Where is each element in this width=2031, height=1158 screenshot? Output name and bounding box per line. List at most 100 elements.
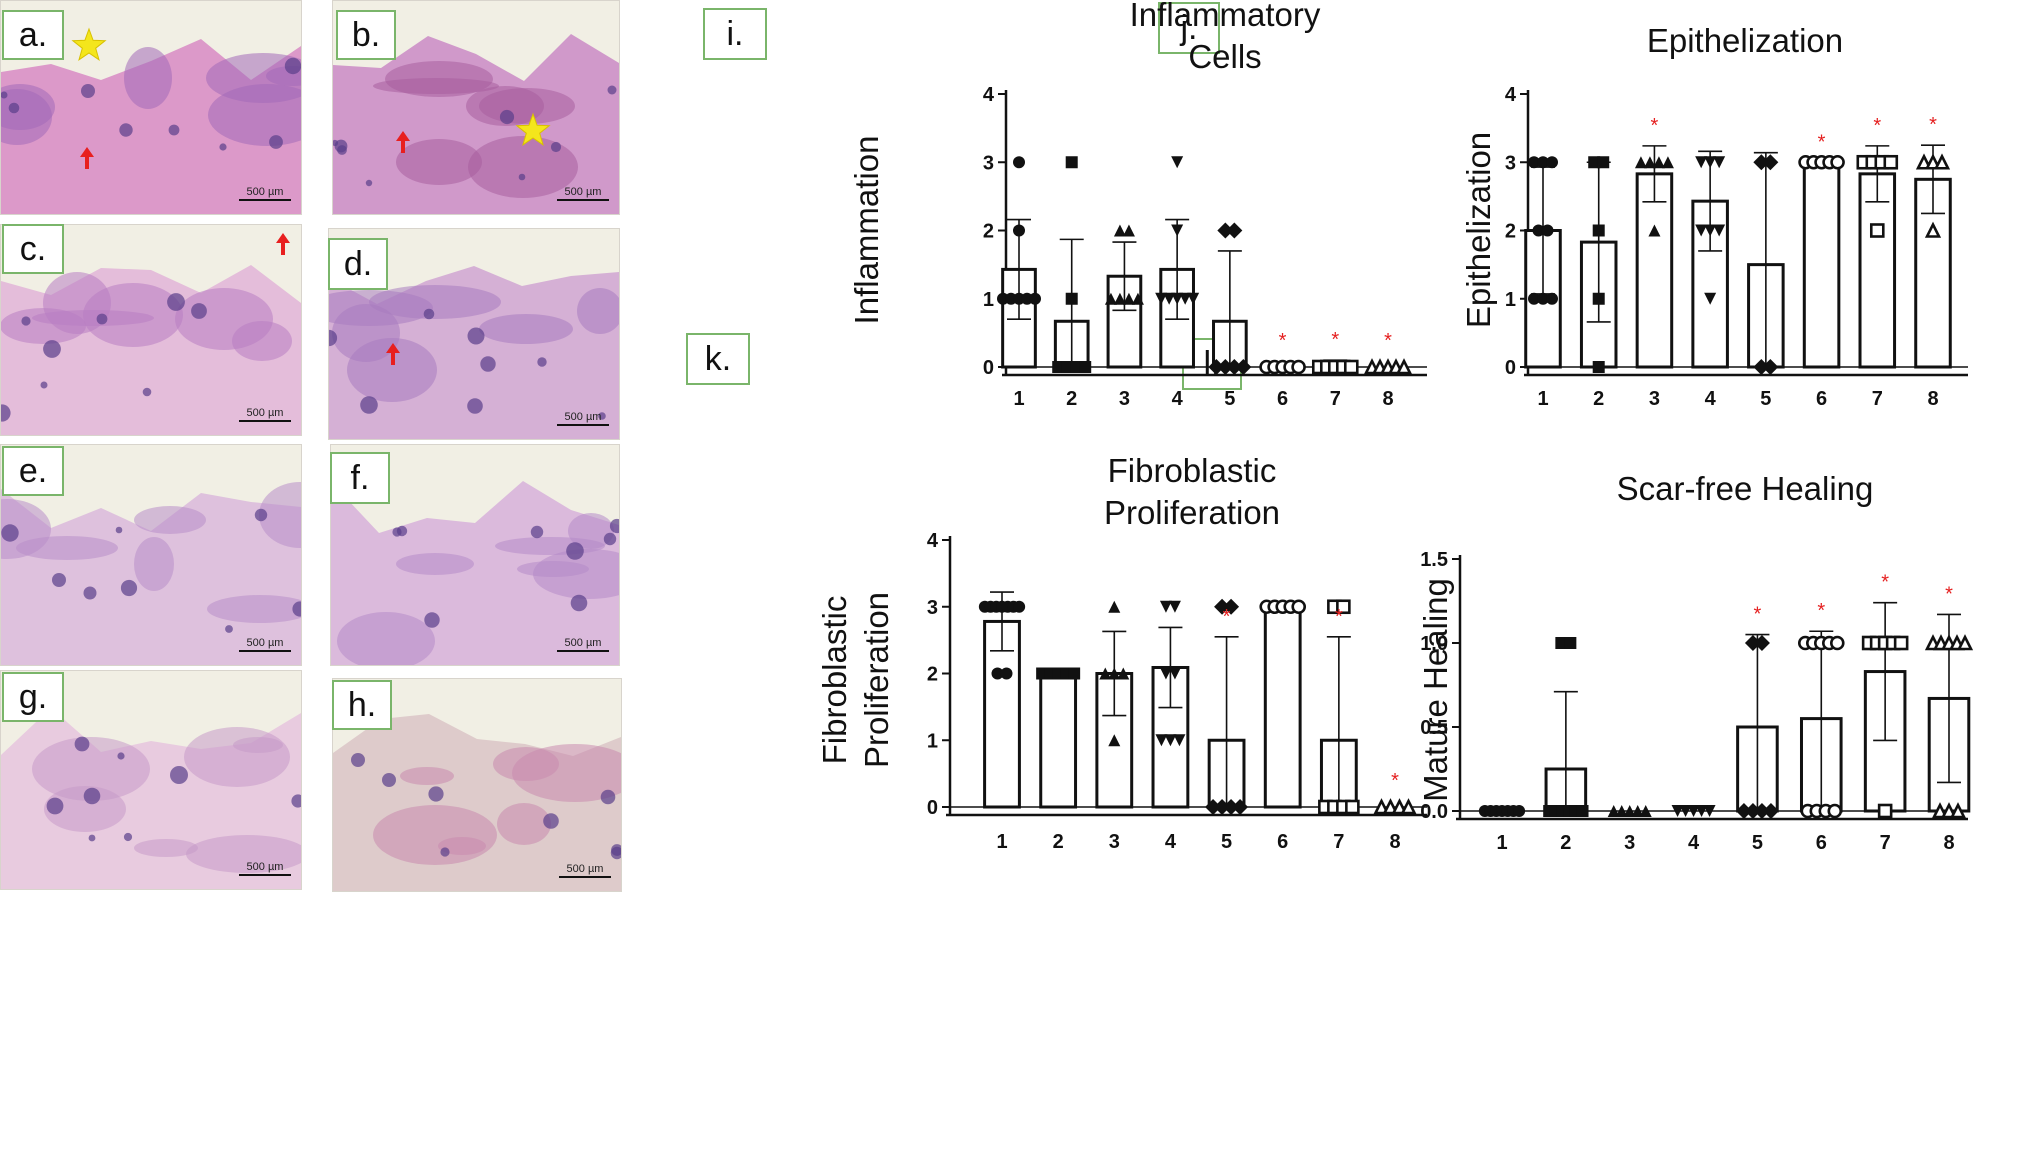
cell-cluster: [607, 85, 617, 95]
tissue-structure: [396, 553, 474, 575]
data-point: [1762, 803, 1779, 819]
x-tick-label: 7: [1330, 388, 1341, 410]
chart-title: Fibroblastic: [1108, 452, 1277, 489]
data-point: [1546, 156, 1558, 169]
tissue-structure: [208, 84, 301, 146]
histology-panel-a: 500 µm: [0, 0, 302, 215]
data-point: [1564, 637, 1577, 649]
chart-title: Scar-free Healing: [1617, 470, 1874, 507]
data-point: [1108, 734, 1121, 747]
data-point: [1661, 156, 1674, 169]
cell-cluster: [1, 91, 8, 99]
x-tick-label: 6: [1277, 831, 1288, 853]
cell-cluster: [123, 832, 133, 842]
tissue-structure: [1, 499, 51, 559]
tissue-structure: [259, 482, 301, 548]
x-tick-label: 7: [1333, 831, 1344, 853]
tissue-structure: [83, 283, 183, 347]
data-point: [1214, 598, 1231, 615]
data-point: [1291, 359, 1306, 375]
cell-cluster: [117, 752, 125, 760]
cell-cluster: [96, 313, 108, 325]
cell-cluster: [550, 141, 562, 153]
data-point: [1214, 799, 1231, 815]
data-point: [1400, 798, 1417, 815]
cell-cluster: [467, 398, 483, 414]
y-axis-label-line: Fibroblastic: [816, 596, 853, 765]
red-arrow-icon: [396, 131, 410, 153]
y-axis-label: Epithelization: [1460, 132, 1497, 328]
data-point: [1576, 805, 1589, 817]
cell-cluster: [598, 412, 606, 420]
data-point: [1164, 734, 1177, 747]
significance-marker: *: [1331, 329, 1339, 351]
x-tick-label: 3: [1119, 388, 1130, 410]
data-point: [1226, 359, 1243, 375]
data-point: [1131, 292, 1144, 305]
data-point: [1000, 667, 1013, 680]
data-point: [1631, 805, 1644, 817]
data-point: [1634, 156, 1647, 169]
cell-cluster: [254, 508, 268, 522]
cell-cluster: [269, 135, 283, 149]
data-point: [1735, 803, 1752, 819]
y-axis-label: Inflammation: [848, 136, 885, 325]
tissue-structure: [385, 61, 493, 97]
data-point: [1679, 805, 1692, 817]
data-point: [1607, 805, 1620, 817]
data-point: [1924, 221, 1942, 238]
data-point: [1108, 667, 1121, 680]
cell-cluster: [440, 847, 450, 857]
x-tick-label: 2: [1560, 832, 1571, 854]
data-point: [1029, 292, 1041, 305]
data-point: [1395, 358, 1413, 375]
tissue-structure: [1, 84, 55, 130]
tissue-structure: [186, 835, 301, 873]
x-tick-label: 5: [1752, 832, 1763, 854]
x-tick-label: 8: [1382, 388, 1393, 410]
y-tick-label: 3: [927, 597, 938, 619]
chart-panel-label-i: i.: [703, 8, 767, 60]
y-tick-label: 0.0: [1420, 801, 1448, 823]
tissue-structure: [134, 506, 206, 534]
x-tick-label: 2: [1053, 831, 1064, 853]
data-point: [1528, 156, 1540, 169]
y-axis-label-line: Proliferation: [858, 592, 895, 768]
data-point: [1703, 805, 1716, 817]
data-point: [1291, 599, 1307, 615]
data-point: [1753, 803, 1770, 819]
x-tick-label: 3: [1649, 388, 1660, 410]
data-point: [1155, 292, 1168, 305]
data-point: [1065, 156, 1078, 169]
star-icon: [71, 27, 107, 61]
data-point: [1343, 359, 1359, 375]
tissue-structure: [337, 612, 435, 665]
cell-cluster: [1, 404, 11, 422]
data-point: [1079, 361, 1092, 373]
data-point: [1949, 802, 1967, 819]
tissue-structure: [466, 86, 544, 126]
y-tick-label: 0: [1505, 357, 1516, 379]
cell-cluster: [81, 84, 95, 98]
cell-cluster: [609, 518, 619, 534]
data-point: [1179, 292, 1192, 305]
x-tick-label: 8: [1389, 831, 1400, 853]
data-point: [1695, 224, 1708, 237]
panel-label-g: g.: [2, 672, 64, 722]
y-axis-label: Fibroblastic Proliferation: [816, 592, 895, 768]
data-point: [1217, 359, 1234, 375]
data-point: [1104, 292, 1117, 305]
data-point: [1753, 359, 1770, 375]
data-point: [1223, 598, 1240, 615]
x-tick-label: 8: [1927, 388, 1938, 410]
cell-cluster: [424, 612, 440, 628]
bar: [983, 619, 1021, 809]
y-tick-label: 4: [1505, 84, 1517, 106]
data-point: [1704, 156, 1717, 169]
significance-marker: *: [1335, 606, 1343, 628]
x-tick-label: 4: [1172, 388, 1184, 410]
data-point: [1382, 798, 1399, 815]
scale-bar-label: 500 µm: [565, 637, 602, 649]
cell-cluster: [360, 396, 378, 414]
cell-cluster: [219, 143, 227, 151]
